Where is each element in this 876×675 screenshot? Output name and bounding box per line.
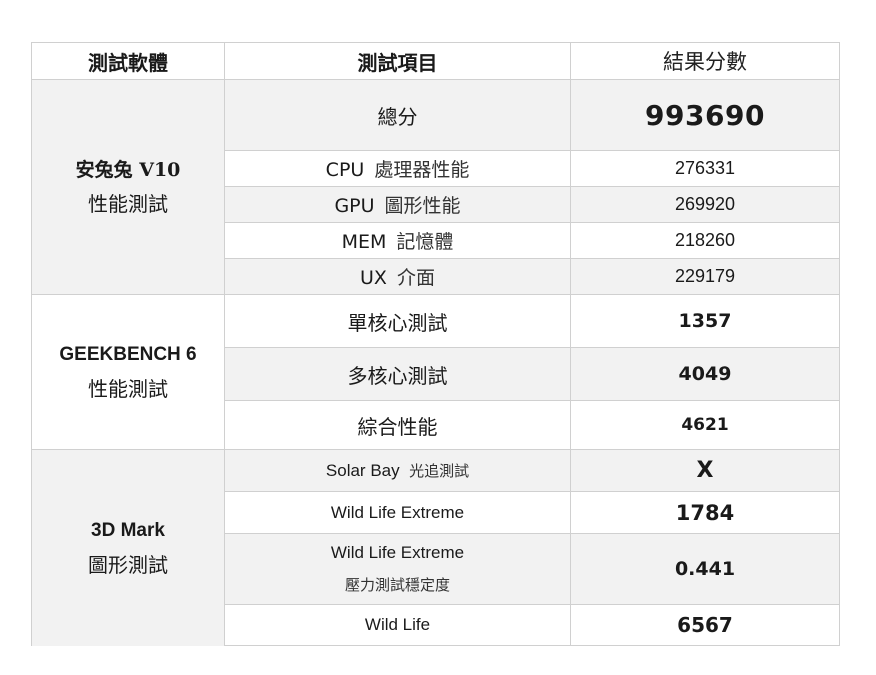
table-row: 3D Mark 圖形測試 Solar Bay 光追測試 X bbox=[31, 449, 840, 646]
table-row: GEEKBENCH 6 性能測試 單核心測試 1357 bbox=[31, 294, 840, 450]
benchmark-table: 測試軟體 測試項目 結果分數 安兔兔 V10 性能測試 總分 993690 CP… bbox=[31, 42, 840, 646]
item-multi-core: 多核心測試 bbox=[224, 347, 571, 401]
item-ux: UX 介面 bbox=[224, 258, 571, 295]
value-multi-core: 4049 bbox=[570, 347, 840, 401]
value-overall: 4621 bbox=[570, 400, 840, 450]
item-en: GPU bbox=[334, 195, 375, 217]
value-mem: 218260 bbox=[570, 222, 840, 259]
item-zh: 光追測試 bbox=[409, 462, 470, 480]
group-name-zh: 圖形測試 bbox=[88, 552, 168, 577]
item-total: 總分 bbox=[224, 79, 571, 151]
item-en: MEM bbox=[341, 231, 387, 253]
value-wild-life-extreme-stress: 0.441 bbox=[570, 533, 840, 605]
value-wild-life-extreme: 1784 bbox=[570, 491, 840, 534]
item-solar-bay: Solar Bay 光追測試 bbox=[224, 449, 571, 492]
item-zh: 介面 bbox=[396, 267, 435, 289]
header-software: 測試軟體 bbox=[31, 42, 225, 80]
item-zh: 記憶體 bbox=[396, 231, 454, 253]
value-wild-life: 6567 bbox=[570, 604, 840, 646]
item-wild-life: Wild Life bbox=[224, 604, 571, 646]
value-solar-bay: X bbox=[570, 449, 840, 492]
table-row: 安兔兔 V10 性能測試 總分 993690 bbox=[31, 79, 840, 295]
item-wild-life-extreme-stress: Wild Life Extreme 壓力測試穩定度 bbox=[224, 533, 571, 605]
item-overall: 綜合性能 bbox=[224, 400, 571, 450]
table-row: 綜合性能 4621 bbox=[32, 400, 840, 450]
item-line1: Wild Life Extreme bbox=[330, 543, 465, 562]
value-gpu: 269920 bbox=[570, 186, 840, 223]
item-en: Solar Bay bbox=[325, 461, 400, 480]
header-row: 測試軟體 測試項目 結果分數 bbox=[31, 42, 840, 80]
group-name-en: 安兔兔 V10 bbox=[75, 159, 181, 181]
group-name-en: 3D Mark bbox=[91, 519, 165, 541]
table-row: Wild Life 6567 bbox=[32, 604, 840, 646]
group-name-zh: 性能測試 bbox=[88, 192, 168, 216]
value-cpu: 276331 bbox=[570, 150, 840, 187]
item-zh: 處理器性能 bbox=[374, 159, 470, 181]
item-en: UX bbox=[360, 267, 387, 289]
header-test-item: 測試項目 bbox=[224, 42, 571, 80]
table-row: UX 介面 229179 bbox=[32, 258, 840, 295]
value-ux: 229179 bbox=[570, 258, 840, 295]
table-row: Wild Life Extreme 壓力測試穩定度 0.441 bbox=[32, 533, 840, 605]
item-mem: MEM 記憶體 bbox=[224, 222, 571, 259]
item-gpu: GPU 圖形性能 bbox=[224, 186, 571, 223]
group-3dmark: 3D Mark 圖形測試 bbox=[31, 449, 225, 646]
table-row: 多核心測試 4049 bbox=[32, 347, 840, 401]
group-name-en: GEEKBENCH 6 bbox=[59, 344, 197, 365]
item-zh: 圖形性能 bbox=[384, 195, 461, 217]
table-row: CPU 處理器性能 276331 bbox=[32, 150, 840, 187]
value-single-core: 1357 bbox=[570, 294, 840, 348]
item-cpu: CPU 處理器性能 bbox=[224, 150, 571, 187]
group-antutu: 安兔兔 V10 性能測試 bbox=[31, 79, 225, 295]
group-geekbench: GEEKBENCH 6 性能測試 bbox=[31, 294, 225, 450]
value-total: 993690 bbox=[570, 79, 840, 151]
item-en: CPU bbox=[325, 159, 365, 181]
item-wild-life-extreme: Wild Life Extreme bbox=[224, 491, 571, 534]
item-line2: 壓力測試穩定度 bbox=[344, 576, 450, 594]
table-row: Wild Life Extreme 1784 bbox=[32, 491, 840, 534]
item-single-core: 單核心測試 bbox=[224, 294, 571, 348]
table-row: MEM 記憶體 218260 bbox=[32, 222, 840, 259]
group-name-zh: 性能測試 bbox=[88, 377, 168, 401]
table-row: GPU 圖形性能 269920 bbox=[32, 186, 840, 223]
header-result-score: 結果分數 bbox=[570, 42, 840, 80]
